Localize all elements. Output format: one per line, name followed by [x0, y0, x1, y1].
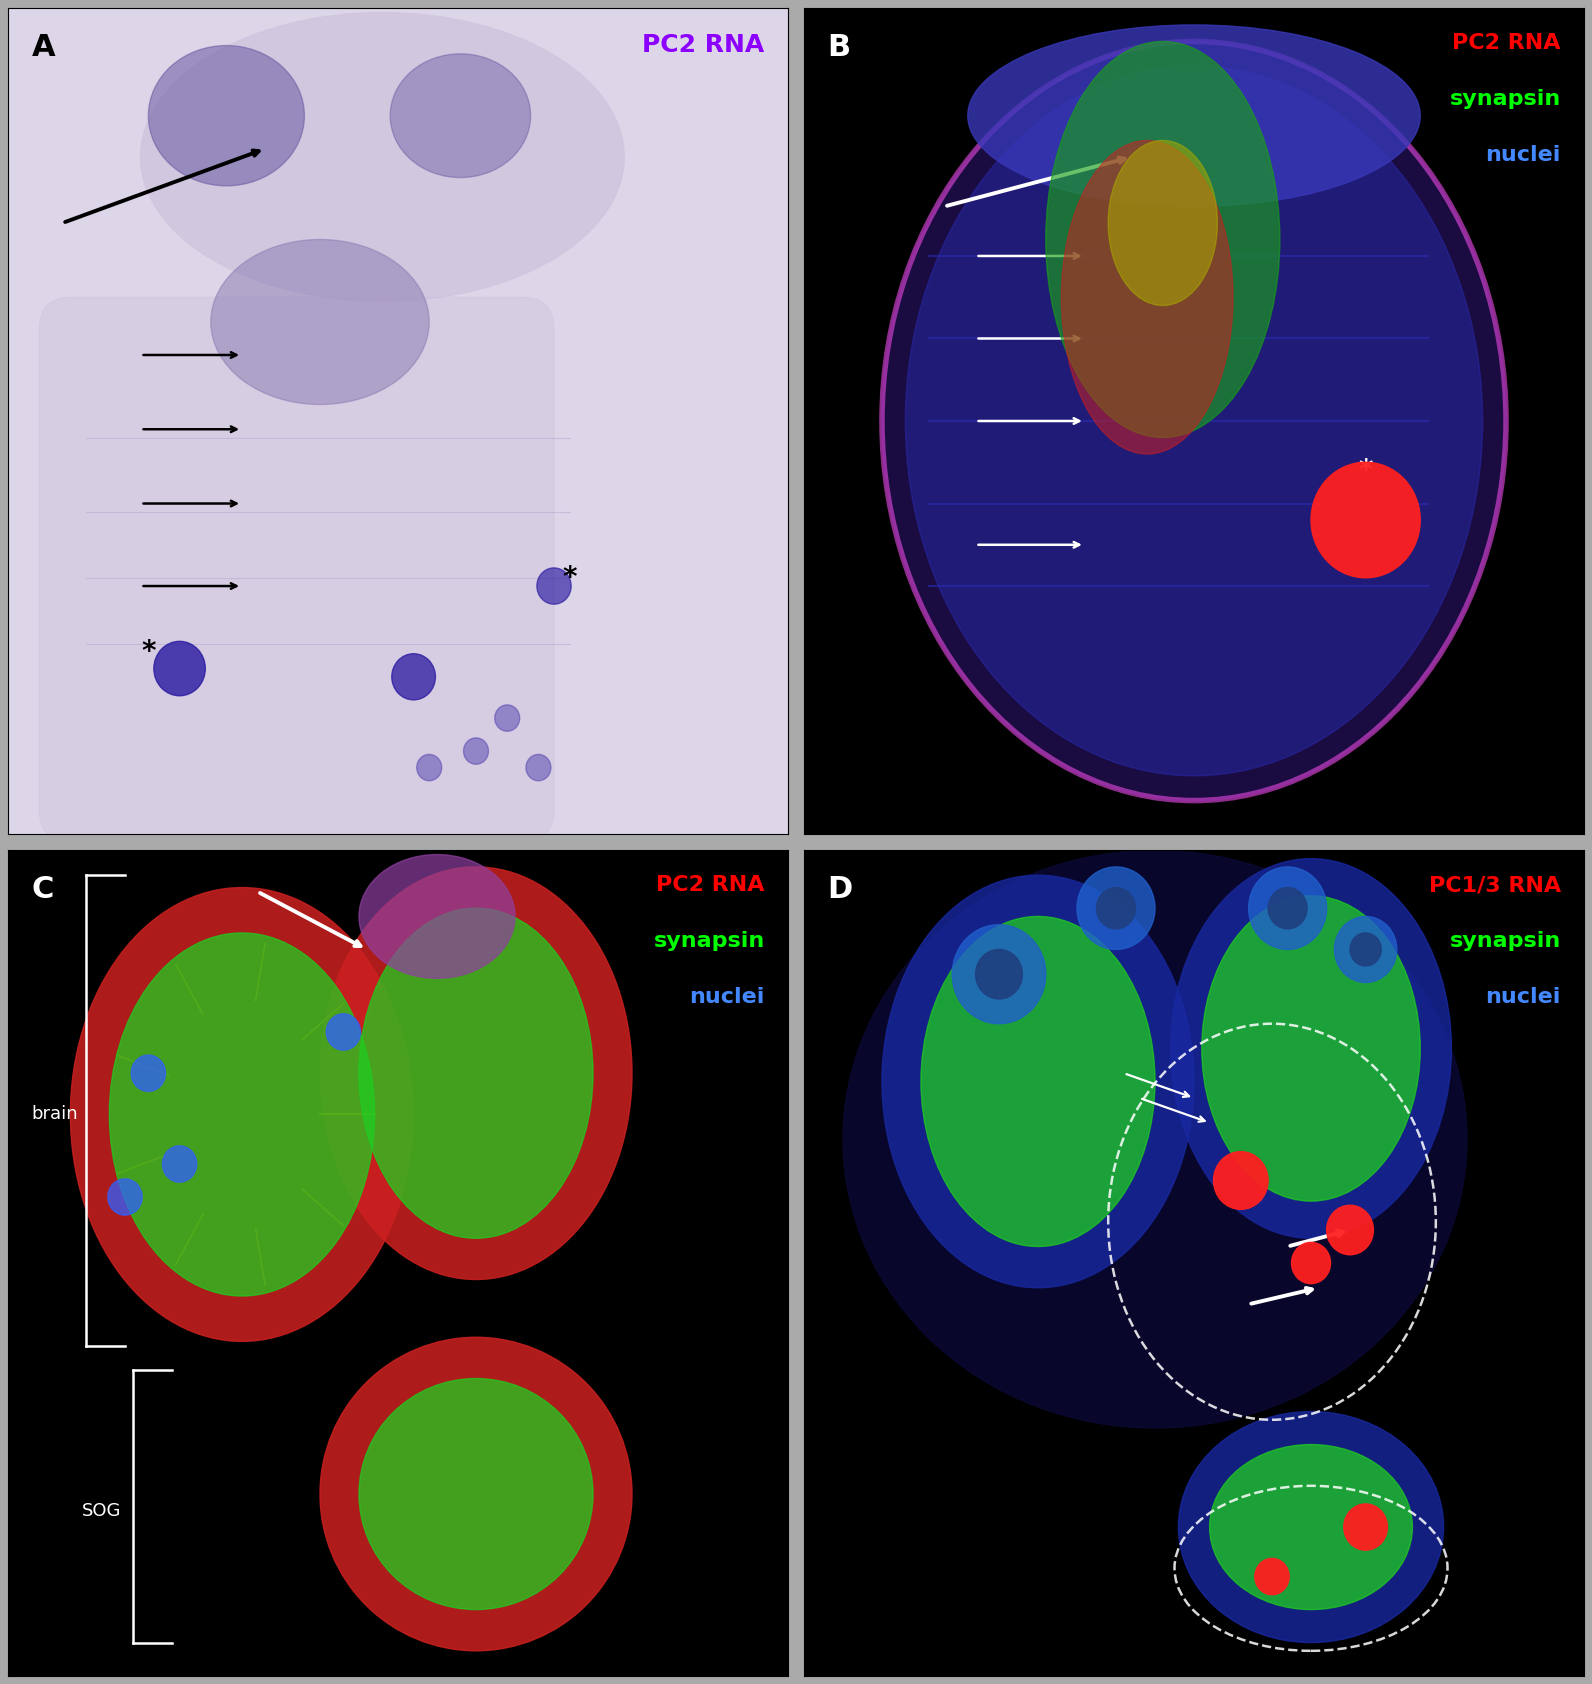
- Ellipse shape: [844, 850, 1468, 1428]
- Text: synapsin: synapsin: [1449, 931, 1560, 951]
- Text: D: D: [828, 876, 853, 904]
- Ellipse shape: [148, 45, 304, 185]
- Text: synapsin: synapsin: [1449, 89, 1560, 109]
- Text: *: *: [1358, 456, 1372, 485]
- Text: B: B: [828, 34, 850, 62]
- Circle shape: [525, 754, 551, 781]
- Circle shape: [154, 642, 205, 695]
- Ellipse shape: [1046, 42, 1280, 438]
- Text: PC2 RNA: PC2 RNA: [1452, 34, 1560, 54]
- Circle shape: [537, 568, 572, 605]
- Circle shape: [952, 925, 1046, 1024]
- Circle shape: [976, 950, 1022, 999]
- Circle shape: [108, 1179, 142, 1216]
- Circle shape: [1213, 1152, 1269, 1209]
- Text: *: *: [562, 564, 576, 591]
- Text: synapsin: synapsin: [653, 931, 764, 951]
- Circle shape: [131, 1056, 166, 1091]
- Ellipse shape: [882, 876, 1194, 1288]
- Text: PC2 RNA: PC2 RNA: [656, 876, 764, 896]
- Ellipse shape: [390, 54, 530, 177]
- Ellipse shape: [320, 1337, 632, 1650]
- Text: nuclei: nuclei: [1485, 145, 1560, 165]
- Circle shape: [1344, 1504, 1388, 1551]
- Ellipse shape: [1170, 859, 1452, 1238]
- Text: A: A: [32, 34, 56, 62]
- Circle shape: [1097, 887, 1135, 930]
- Circle shape: [417, 754, 441, 781]
- Text: nuclei: nuclei: [689, 987, 764, 1007]
- Circle shape: [1326, 1206, 1374, 1255]
- Circle shape: [1254, 1558, 1290, 1595]
- FancyBboxPatch shape: [40, 296, 554, 842]
- Ellipse shape: [1062, 140, 1234, 455]
- Circle shape: [1291, 1243, 1331, 1283]
- Ellipse shape: [1210, 1445, 1412, 1610]
- Text: PC1/3 RNA: PC1/3 RNA: [1428, 876, 1560, 896]
- Circle shape: [495, 706, 519, 731]
- Ellipse shape: [110, 933, 374, 1297]
- Circle shape: [1334, 916, 1396, 982]
- Circle shape: [1248, 867, 1326, 950]
- Ellipse shape: [70, 887, 414, 1342]
- Ellipse shape: [1202, 896, 1420, 1201]
- Ellipse shape: [1178, 1411, 1444, 1642]
- Ellipse shape: [920, 916, 1154, 1246]
- Ellipse shape: [358, 854, 514, 978]
- Circle shape: [326, 1014, 360, 1051]
- Text: brain: brain: [32, 1105, 78, 1123]
- Ellipse shape: [320, 867, 632, 1280]
- Text: SOG: SOG: [81, 1502, 121, 1519]
- Circle shape: [1269, 887, 1307, 930]
- Ellipse shape: [906, 66, 1482, 776]
- Circle shape: [463, 738, 489, 765]
- Ellipse shape: [358, 908, 592, 1238]
- Ellipse shape: [358, 1379, 592, 1610]
- Circle shape: [1350, 933, 1382, 967]
- Ellipse shape: [1108, 140, 1218, 305]
- Text: PC2 RNA: PC2 RNA: [643, 34, 764, 57]
- Text: C: C: [32, 876, 54, 904]
- Ellipse shape: [140, 12, 624, 301]
- Ellipse shape: [210, 239, 430, 404]
- Circle shape: [1312, 463, 1420, 578]
- Circle shape: [162, 1145, 197, 1182]
- Circle shape: [1076, 867, 1156, 950]
- Text: nuclei: nuclei: [1485, 987, 1560, 1007]
- Circle shape: [392, 653, 436, 701]
- Ellipse shape: [968, 25, 1420, 207]
- Text: *: *: [142, 638, 156, 667]
- Ellipse shape: [882, 42, 1506, 800]
